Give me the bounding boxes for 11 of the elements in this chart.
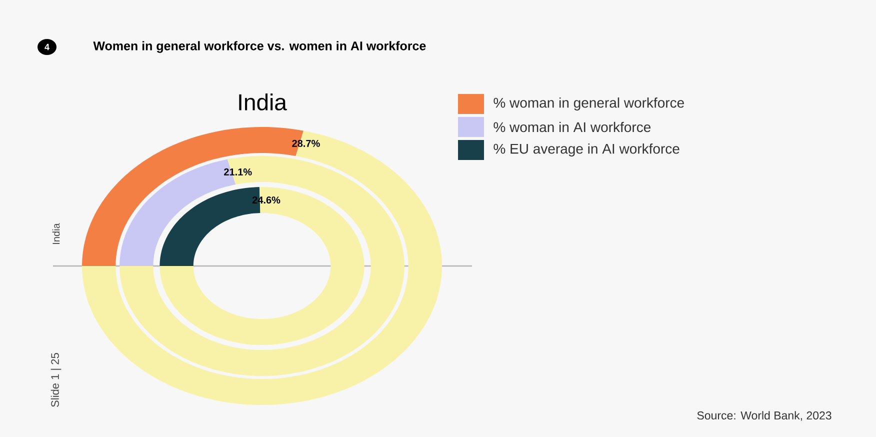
- text: 4: [44, 44, 50, 50]
- legend-label: % EU average in AI workforce: [494, 143, 680, 157]
- data-label: 28.7%: [292, 140, 320, 147]
- text: Slide 1 | 25: [50, 353, 62, 407]
- chart-title: Women in general workforce vs. women in AI workforce: [93, 41, 426, 53]
- legend-label: % woman in general workforce: [494, 97, 684, 111]
- data-label: 21.1%: [224, 168, 252, 176]
- legend-label: % woman in AI workforce: [494, 122, 651, 132]
- chart-subtitle: India: [239, 94, 287, 110]
- text: India: [52, 223, 60, 244]
- source-note: Source: World Bank, 2023: [697, 411, 832, 421]
